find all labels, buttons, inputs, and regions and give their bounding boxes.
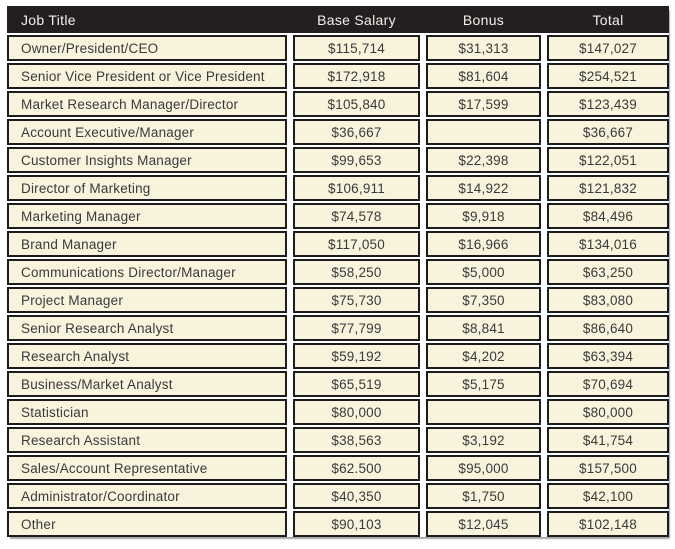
total-cell: $41,754 xyxy=(547,427,669,453)
table-row: Project Manager $75,730 $7,350 $83,080 xyxy=(7,287,669,313)
base-salary-cell: $90,103 xyxy=(293,511,420,537)
bonus-cell: $8,841 xyxy=(426,315,541,341)
table-row: Administrator/Coordinator $40,350 $1,750… xyxy=(7,483,669,509)
job-title-cell: Account Executive/Manager xyxy=(7,119,287,145)
total-cell: $121,832 xyxy=(547,175,669,201)
table-row: Other $90,103 $12,045 $102,148 xyxy=(7,511,669,537)
base-salary-cell: $99,653 xyxy=(293,147,420,173)
total-cell: $63,394 xyxy=(547,343,669,369)
base-salary-cell: $105,840 xyxy=(293,91,420,117)
table-row: Brand Manager $117,050 $16,966 $134,016 xyxy=(7,231,669,257)
bonus-cell: $14,922 xyxy=(426,175,541,201)
bonus-cell: $81,604 xyxy=(426,63,541,89)
job-title-cell: Senior Research Analyst xyxy=(7,315,287,341)
base-salary-cell: $115,714 xyxy=(293,35,420,61)
job-title-cell: Sales/Account Representative xyxy=(7,455,287,481)
base-salary-cell: $77,799 xyxy=(293,315,420,341)
table-row: Marketing Manager $74,578 $9,918 $84,496 xyxy=(7,203,669,229)
base-salary-cell: $59,192 xyxy=(293,343,420,369)
job-title-cell: Project Manager xyxy=(7,287,287,313)
job-title-cell: Other xyxy=(7,511,287,537)
base-salary-cell: $172,918 xyxy=(293,63,420,89)
base-salary-cell: $65,519 xyxy=(293,371,420,397)
bonus-cell: $16,966 xyxy=(426,231,541,257)
job-title-cell: Owner/President/CEO xyxy=(7,35,287,61)
column-header-bonus: Bonus xyxy=(462,11,505,28)
bonus-cell: $5,175 xyxy=(426,371,541,397)
total-cell: $147,027 xyxy=(547,35,669,61)
bonus-cell: $22,398 xyxy=(426,147,541,173)
bonus-cell xyxy=(426,119,541,145)
job-title-cell: Statistician xyxy=(7,399,287,425)
job-title-cell: Brand Manager xyxy=(7,231,287,257)
base-salary-cell: $80,000 xyxy=(293,399,420,425)
base-salary-cell: $62.500 xyxy=(293,455,420,481)
total-cell: $80,000 xyxy=(547,399,669,425)
table-row: Communications Director/Manager $58,250 … xyxy=(7,259,669,285)
table-header-row: Job Title Base Salary Bonus Total xyxy=(7,6,669,33)
job-title-cell: Senior Vice President or Vice President xyxy=(7,63,287,89)
total-cell: $134,016 xyxy=(547,231,669,257)
base-salary-cell: $40,350 xyxy=(293,483,420,509)
total-cell: $157,500 xyxy=(547,455,669,481)
job-title-cell: Administrator/Coordinator xyxy=(7,483,287,509)
bonus-cell: $9,918 xyxy=(426,203,541,229)
table-row: Senior Research Analyst $77,799 $8,841 $… xyxy=(7,315,669,341)
column-header-total: Total xyxy=(592,11,624,28)
bonus-cell: $95,000 xyxy=(426,455,541,481)
table-row: Account Executive/Manager $36,667 $36,66… xyxy=(7,119,669,145)
table-row: Owner/President/CEO $115,714 $31,313 $14… xyxy=(7,35,669,61)
bonus-cell xyxy=(426,399,541,425)
column-header-base-salary: Base Salary xyxy=(317,11,396,28)
base-salary-cell: $75,730 xyxy=(293,287,420,313)
job-title-cell: Marketing Manager xyxy=(7,203,287,229)
total-cell: $63,250 xyxy=(547,259,669,285)
column-header-job-title: Job Title xyxy=(21,11,76,28)
table-row: Market Research Manager/Director $105,84… xyxy=(7,91,669,117)
total-cell: $70,694 xyxy=(547,371,669,397)
total-cell: $86,640 xyxy=(547,315,669,341)
base-salary-cell: $36,667 xyxy=(293,119,420,145)
base-salary-cell: $58,250 xyxy=(293,259,420,285)
total-cell: $102,148 xyxy=(547,511,669,537)
base-salary-cell: $117,050 xyxy=(293,231,420,257)
bonus-cell: $31,313 xyxy=(426,35,541,61)
job-title-cell: Business/Market Analyst xyxy=(7,371,287,397)
table-row: Senior Vice President or Vice President … xyxy=(7,63,669,89)
base-salary-cell: $106,911 xyxy=(293,175,420,201)
total-cell: $84,496 xyxy=(547,203,669,229)
bonus-cell: $1,750 xyxy=(426,483,541,509)
bonus-cell: $7,350 xyxy=(426,287,541,313)
total-cell: $254,521 xyxy=(547,63,669,89)
total-cell: $83,080 xyxy=(547,287,669,313)
bonus-cell: $17,599 xyxy=(426,91,541,117)
bonus-cell: $4,202 xyxy=(426,343,541,369)
job-title-cell: Research Assistant xyxy=(7,427,287,453)
job-title-cell: Customer Insights Manager xyxy=(7,147,287,173)
total-cell: $122,051 xyxy=(547,147,669,173)
total-cell: $42,100 xyxy=(547,483,669,509)
table-row: Customer Insights Manager $99,653 $22,39… xyxy=(7,147,669,173)
table-row: Statistician $80,000 $80,000 xyxy=(7,399,669,425)
table-row: Research Assistant $38,563 $3,192 $41,75… xyxy=(7,427,669,453)
job-title-cell: Market Research Manager/Director xyxy=(7,91,287,117)
base-salary-cell: $74,578 xyxy=(293,203,420,229)
bonus-cell: $12,045 xyxy=(426,511,541,537)
job-title-cell: Director of Marketing xyxy=(7,175,287,201)
table-row: Sales/Account Representative $62.500 $95… xyxy=(7,455,669,481)
table-row: Business/Market Analyst $65,519 $5,175 $… xyxy=(7,371,669,397)
bonus-cell: $3,192 xyxy=(426,427,541,453)
total-cell: $36,667 xyxy=(547,119,669,145)
total-cell: $123,439 xyxy=(547,91,669,117)
job-title-cell: Communications Director/Manager xyxy=(7,259,287,285)
bonus-cell: $5,000 xyxy=(426,259,541,285)
job-title-cell: Research Analyst xyxy=(7,343,287,369)
table-row: Director of Marketing $106,911 $14,922 $… xyxy=(7,175,669,201)
salary-table: Job Title Base Salary Bonus Total Owner/… xyxy=(7,6,669,537)
table-row: Research Analyst $59,192 $4,202 $63,394 xyxy=(7,343,669,369)
table-body: Owner/President/CEO $115,714 $31,313 $14… xyxy=(7,35,669,537)
base-salary-cell: $38,563 xyxy=(293,427,420,453)
